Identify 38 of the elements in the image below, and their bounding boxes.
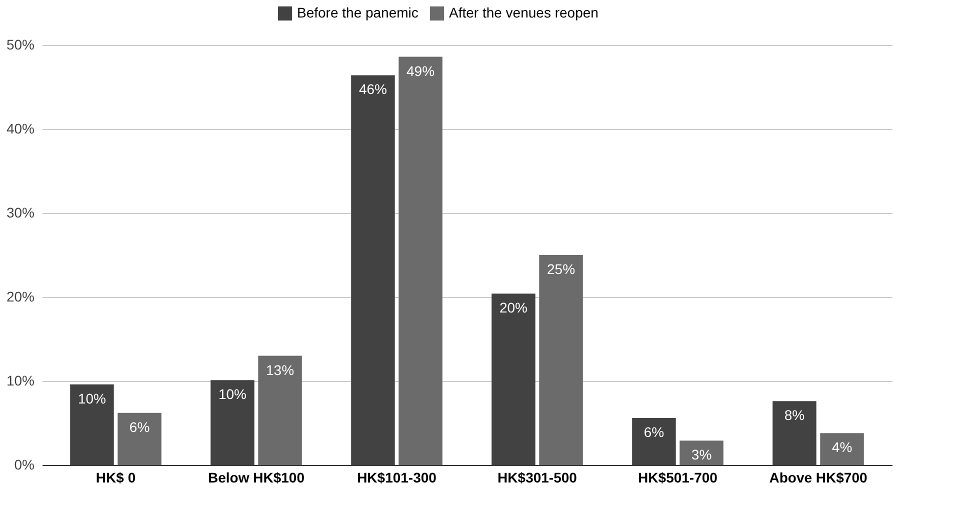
data-label: 20% (499, 300, 528, 316)
bar (820, 433, 864, 465)
data-label: 6% (129, 418, 150, 435)
legend-label: Before the panemic (297, 4, 418, 20)
x-tick-label: HK$101-300 (357, 470, 437, 486)
bar (680, 440, 724, 465)
bar (492, 294, 536, 465)
bar (258, 356, 302, 465)
data-label: 49% (406, 62, 435, 79)
x-tick-label: Above HK$700 (769, 470, 868, 486)
bar (70, 384, 114, 465)
bar (772, 401, 816, 465)
data-label: 6% (644, 424, 664, 440)
bar (351, 75, 395, 465)
y-tick-label: 0% (14, 456, 34, 472)
bar (632, 418, 676, 465)
x-tick-label: HK$301-500 (498, 470, 578, 486)
data-label: 8% (784, 407, 805, 424)
bar (210, 380, 254, 465)
x-tick-label: Below HK$100 (208, 470, 305, 486)
data-label: 13% (266, 362, 294, 378)
bar (398, 56, 442, 465)
data-label: 4% (832, 439, 852, 456)
bar (118, 412, 162, 465)
x-tick-label: HK$ 0 (96, 470, 136, 486)
y-tick-label: 10% (6, 372, 34, 388)
y-tick-label: 40% (6, 120, 34, 136)
data-label: 25% (547, 261, 576, 277)
y-tick-label: 50% (6, 36, 34, 52)
y-tick-label: 30% (6, 204, 34, 220)
data-label: 46% (358, 81, 387, 98)
bar (539, 255, 583, 465)
legend-label: After the venues reopen (449, 4, 598, 20)
data-label: 10% (218, 386, 246, 402)
x-tick-label: HK$501-700 (638, 470, 718, 486)
data-label: 3% (691, 446, 712, 463)
y-tick-label: 20% (6, 288, 34, 304)
data-label: 10% (78, 390, 106, 406)
